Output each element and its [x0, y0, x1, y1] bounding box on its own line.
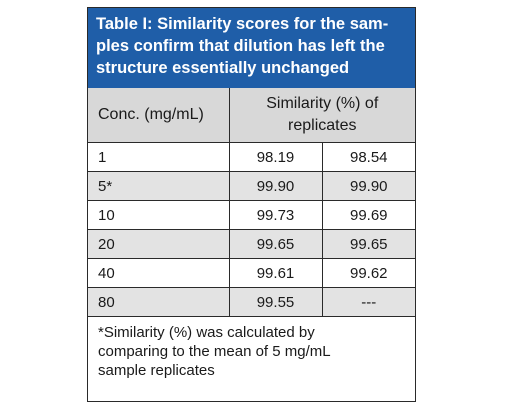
- similarity-header-line: replicates: [288, 117, 357, 134]
- replicate-1-cell: 99.61: [229, 258, 323, 288]
- conc-cell: 10: [88, 200, 230, 230]
- table-title-line: ples confirm that dilution has left the: [96, 37, 385, 55]
- table-row: 40 99.61 99.62: [88, 258, 416, 288]
- table-header-row: Conc. (mg/mL) Similarity (%) of replicat…: [88, 88, 416, 143]
- conc-cell: 20: [88, 229, 230, 259]
- replicate-2-cell: 99.90: [322, 171, 416, 201]
- similarity-header-line: Similarity (%) of: [266, 95, 379, 112]
- footnote-line: comparing to the mean of 5 mg/mL: [98, 343, 331, 360]
- footnote-line: *Similarity (%) was calculated by: [98, 324, 315, 341]
- table-footnote: *Similarity (%) was calculated by compar…: [88, 317, 415, 380]
- replicate-2-cell: 99.69: [322, 200, 416, 230]
- replicate-2-cell: 98.54: [322, 142, 416, 172]
- replicate-1-cell: 98.19: [229, 142, 323, 172]
- replicate-2-cell: 99.62: [322, 258, 416, 288]
- replicate-1-cell: 99.90: [229, 171, 323, 201]
- conc-cell: 5*: [88, 171, 230, 201]
- conc-column-header: Conc. (mg/mL): [88, 88, 230, 143]
- conc-cell: 80: [88, 287, 230, 317]
- conc-cell: 40: [88, 258, 230, 288]
- table-row: 10 99.73 99.69: [88, 200, 416, 230]
- table-row: 5* 99.90 99.90: [88, 171, 416, 201]
- conc-cell: 1: [88, 142, 230, 172]
- replicate-1-cell: 99.65: [229, 229, 323, 259]
- similarity-table: Conc. (mg/mL) Similarity (%) of replicat…: [88, 88, 416, 317]
- table-row: 20 99.65 99.65: [88, 229, 416, 259]
- replicate-1-cell: 99.73: [229, 200, 323, 230]
- table-row: 80 99.55 ---: [88, 287, 416, 317]
- table-title-line: structure essentially unchanged: [96, 59, 350, 77]
- table-row: 1 98.19 98.54: [88, 142, 416, 172]
- table-title-line: Table I: Similarity scores for the sam-: [96, 15, 389, 33]
- similarity-column-header: Similarity (%) of replicates: [229, 88, 416, 143]
- footnote-line: sample replicates: [98, 362, 215, 379]
- replicate-1-cell: 99.55: [229, 287, 323, 317]
- replicate-2-cell: ---: [322, 287, 416, 317]
- replicate-2-cell: 99.65: [322, 229, 416, 259]
- table-title: Table I: Similarity scores for the sam- …: [88, 8, 415, 88]
- similarity-table-box: Table I: Similarity scores for the sam- …: [87, 7, 416, 402]
